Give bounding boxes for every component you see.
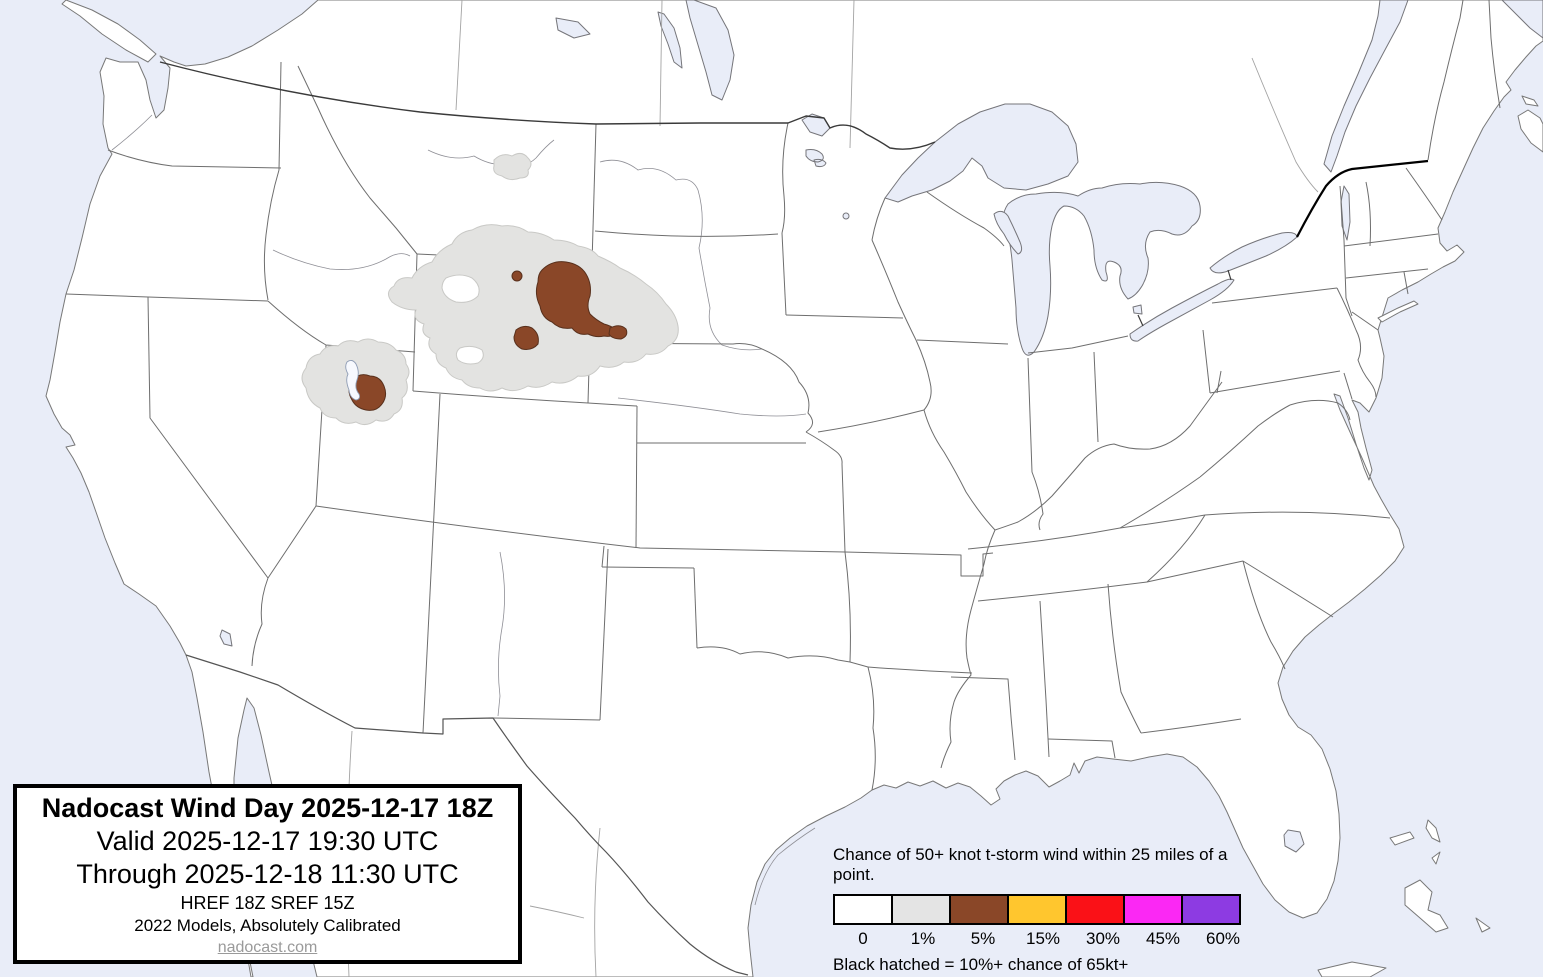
probability-legend: Chance of 50+ knot t-storm wind within 2… (833, 845, 1273, 975)
hatched-note: Black hatched = 10%+ chance of 65kt+ (833, 955, 1129, 974)
texas-barrier-islands (754, 827, 816, 906)
lakes (219, 0, 1543, 853)
lake-michigan-huron (1002, 181, 1201, 356)
cuba (1317, 961, 1387, 977)
columbia-river (111, 114, 153, 151)
missouri-river-dakotas (599, 159, 763, 351)
great-salt-lake (345, 359, 361, 401)
legend-swatch-15 (1007, 894, 1067, 925)
valid-time: Valid 2025-12-17 19:30 UTC (96, 826, 439, 856)
long-island (1377, 300, 1419, 323)
snake-river (272, 249, 411, 270)
gulf-of-st-lawrence (1501, 0, 1543, 39)
blob-1pct-wyoming-montana (388, 224, 679, 392)
legend-title: Chance of 50+ knot t-storm wind within 2… (833, 845, 1228, 884)
legend-label-1: 1% (910, 929, 936, 948)
legend-label-30: 30% (1085, 929, 1121, 948)
blob-5pct-utah (348, 374, 387, 411)
detroit-niagara-connectors (1137, 269, 1232, 327)
red-lakes (805, 149, 827, 168)
blob-5pct-south-dakota-tail (608, 325, 628, 340)
legend-label-45: 45% (1145, 929, 1181, 948)
legend-swatch-30 (1065, 894, 1125, 925)
nova-scotia (1517, 109, 1543, 153)
lake-okeechobee (1283, 829, 1305, 853)
legend-color-bar (833, 894, 1273, 925)
legend-label-0: 0 (858, 929, 868, 948)
legend-label-5: 5% (970, 929, 996, 948)
forecast-title: Nadocast Wind Day 2025-12-17 18Z (41, 793, 494, 823)
legend-labels: 0 1% 5% 15% 30% 45% 60% (833, 929, 1273, 949)
blob-5pct-central-wyoming (513, 325, 539, 350)
probability-contours-5pct (348, 261, 628, 411)
through-time: Through 2025-12-18 11:30 UTC (76, 859, 459, 889)
salton-sea (219, 629, 233, 647)
us-mexico-border (185, 654, 749, 976)
state-borders (65, 0, 1501, 791)
legend-swatch-45 (1123, 894, 1183, 925)
lake-manitoba (657, 11, 683, 69)
legend-swatch-5 (949, 894, 1009, 925)
bahamas-islands (1389, 819, 1491, 933)
green-bay (993, 210, 1023, 255)
lake-erie (1129, 278, 1235, 342)
platte-river (617, 397, 807, 417)
canada-provincial-borders (455, 0, 1319, 193)
canadian-small-lake (555, 17, 591, 39)
title-box: Nadocast Wind Day 2025-12-17 18Z Valid 2… (13, 784, 522, 964)
calibration-info: 2022 Models, Absolutely Calibrated (134, 916, 401, 935)
model-info: HREF 18Z SREF 15Z (180, 893, 355, 913)
nadocast-website-link[interactable]: nadocast.com (217, 939, 318, 956)
legend-swatch-60 (1181, 894, 1241, 925)
mille-lacs-lake (842, 212, 850, 220)
st-lawrence-estuary (1323, 0, 1409, 173)
national-borders (159, 61, 1429, 976)
blob-1pct-montana-small (493, 152, 532, 181)
st-lawrence-border (1296, 159, 1429, 238)
blob-5pct-wyoming-dot (511, 270, 523, 282)
legend-label-15: 15% (1025, 929, 1061, 948)
legend-swatch-0 (833, 894, 893, 925)
vancouver-island (61, 0, 157, 63)
legend-swatch-1 (891, 894, 951, 925)
rio-grande-new-mexico (497, 551, 505, 717)
lake-winnipeg (685, 0, 735, 101)
lake-st-clair (1132, 304, 1143, 315)
prince-edward-island (1521, 95, 1539, 107)
us-canada-border (159, 61, 936, 150)
legend-label-60: 60% (1205, 929, 1241, 948)
lake-superior (884, 103, 1079, 203)
